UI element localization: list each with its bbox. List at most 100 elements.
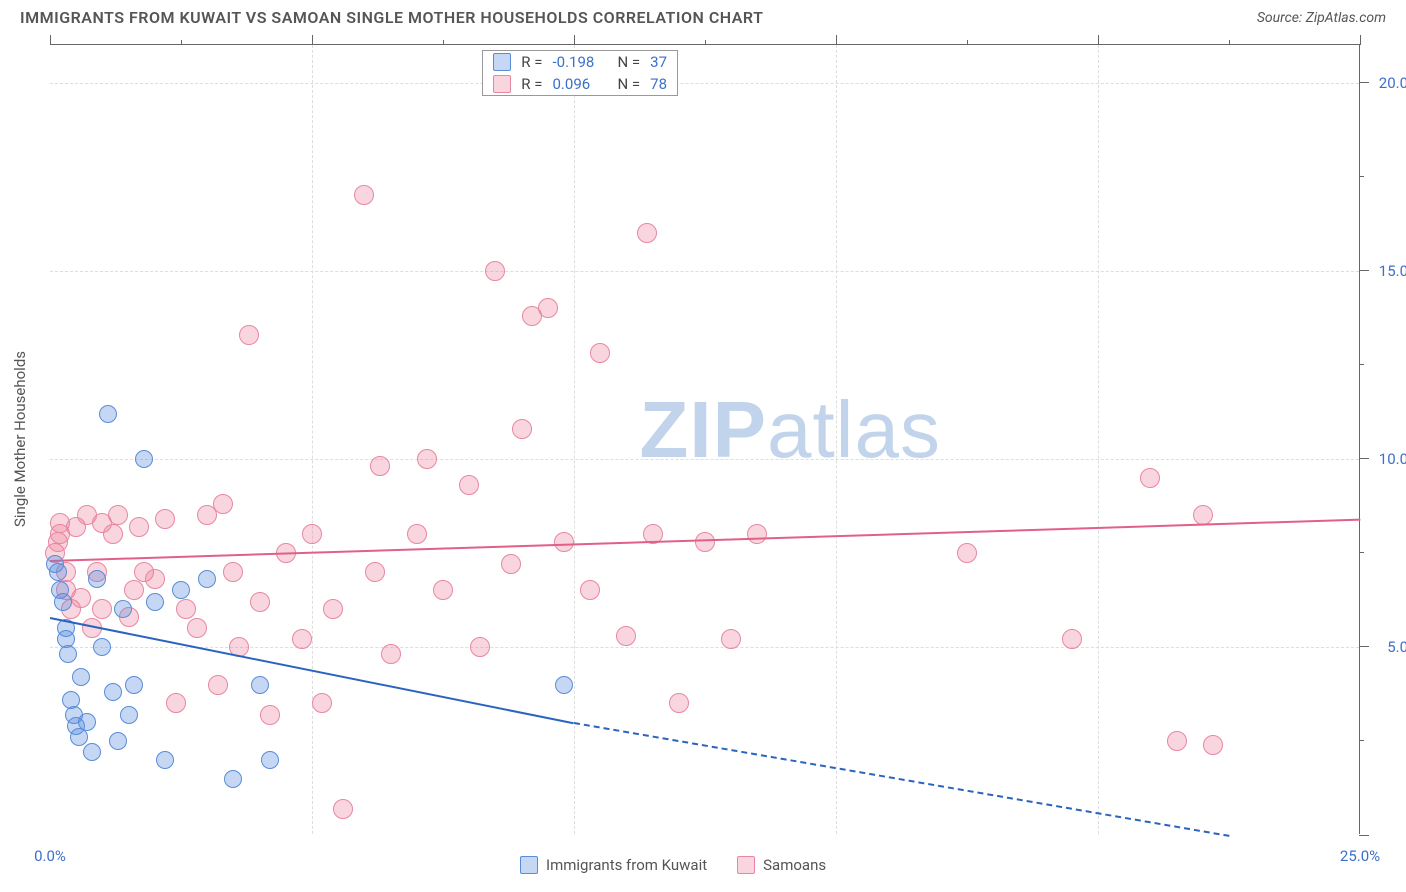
data-point <box>92 599 112 619</box>
data-point <box>93 638 111 656</box>
data-point <box>433 580 453 600</box>
data-point <box>721 629 741 649</box>
data-point <box>59 645 77 663</box>
source-attribution: Source: ZipAtlas.com <box>1257 10 1386 26</box>
data-point <box>224 770 242 788</box>
data-point <box>333 799 353 819</box>
n-label: N = <box>618 53 641 71</box>
x-tick-label: 25.0% <box>1340 847 1380 865</box>
data-point <box>103 524 123 544</box>
y-tick-label: 5.0% <box>1369 638 1406 656</box>
data-point <box>1140 468 1160 488</box>
data-point <box>114 600 132 618</box>
data-point <box>223 562 243 582</box>
legend-swatch <box>520 856 538 874</box>
data-point <box>198 570 216 588</box>
data-point <box>187 618 207 638</box>
y-tick-label: 20.0% <box>1369 74 1406 92</box>
data-point <box>104 683 122 701</box>
data-point <box>312 693 332 713</box>
y-tick-label: 15.0% <box>1369 262 1406 280</box>
data-point <box>108 505 128 525</box>
data-point <box>88 570 106 588</box>
data-point <box>1203 735 1223 755</box>
data-point <box>54 593 72 611</box>
y-axis-label: Single Mother Households <box>11 351 29 527</box>
stats-row: R =0.096N =78 <box>483 73 677 95</box>
r-value: -0.198 <box>553 53 608 71</box>
data-point <box>208 675 228 695</box>
series-legend: Immigrants from Kuwait Samoans <box>520 856 826 874</box>
data-point <box>555 676 573 694</box>
data-point <box>407 524 427 544</box>
data-point <box>213 494 233 514</box>
data-point <box>616 626 636 646</box>
correlation-stats-box: R =-0.198N =37R =0.096N =78 <box>482 50 678 96</box>
data-point <box>554 532 574 552</box>
data-point <box>957 543 977 563</box>
data-point <box>129 517 149 537</box>
data-point <box>470 637 490 657</box>
data-point <box>580 580 600 600</box>
data-point <box>260 705 280 725</box>
data-point <box>135 450 153 468</box>
data-point <box>146 593 164 611</box>
data-point <box>512 419 532 439</box>
r-label: R = <box>521 75 542 93</box>
legend-label: Samoans <box>763 856 826 874</box>
data-point <box>323 599 343 619</box>
legend-item: Immigrants from Kuwait <box>520 856 707 874</box>
legend-item: Samoans <box>737 856 826 874</box>
data-point <box>365 562 385 582</box>
x-tick-label: 0.0% <box>34 847 66 865</box>
data-point <box>176 599 196 619</box>
data-point <box>83 743 101 761</box>
data-point <box>109 732 127 750</box>
n-value: 78 <box>650 75 667 93</box>
data-point <box>370 456 390 476</box>
n-value: 37 <box>650 53 667 71</box>
data-point <box>166 693 186 713</box>
data-point <box>261 751 279 769</box>
r-label: R = <box>521 53 542 71</box>
data-point <box>155 509 175 529</box>
stats-row: R = -0.198 N = 37 <box>483 51 677 73</box>
data-point <box>156 751 174 769</box>
data-point <box>637 223 657 243</box>
trend-line <box>50 519 1360 562</box>
scatter-plot-area: 5.0%10.0%15.0%20.0%0.0%25.0% <box>50 44 1360 834</box>
data-point <box>590 343 610 363</box>
data-point <box>124 580 144 600</box>
data-point <box>292 629 312 649</box>
data-point <box>251 676 269 694</box>
data-point <box>120 706 138 724</box>
legend-swatch <box>737 856 755 874</box>
data-point <box>239 325 259 345</box>
data-point <box>1167 731 1187 751</box>
data-point <box>99 405 117 423</box>
data-point <box>302 524 322 544</box>
data-point <box>747 524 767 544</box>
chart-title: IMMIGRANTS FROM KUWAIT VS SAMOAN SINGLE … <box>20 8 763 27</box>
data-point <box>501 554 521 574</box>
data-point <box>695 532 715 552</box>
data-point <box>669 693 689 713</box>
data-point <box>172 581 190 599</box>
data-point <box>125 676 143 694</box>
data-point <box>78 713 96 731</box>
trend-line <box>574 722 1229 837</box>
data-point <box>145 569 165 589</box>
data-point <box>485 261 505 281</box>
data-point <box>354 185 374 205</box>
data-point <box>1062 629 1082 649</box>
r-value: 0.096 <box>553 75 608 93</box>
legend-label: Immigrants from Kuwait <box>546 856 707 874</box>
data-point <box>250 592 270 612</box>
data-point <box>72 668 90 686</box>
data-point <box>381 644 401 664</box>
data-point <box>459 475 479 495</box>
legend-swatch <box>493 75 511 93</box>
y-tick-label: 10.0% <box>1369 450 1406 468</box>
data-point <box>538 298 558 318</box>
data-point <box>417 449 437 469</box>
